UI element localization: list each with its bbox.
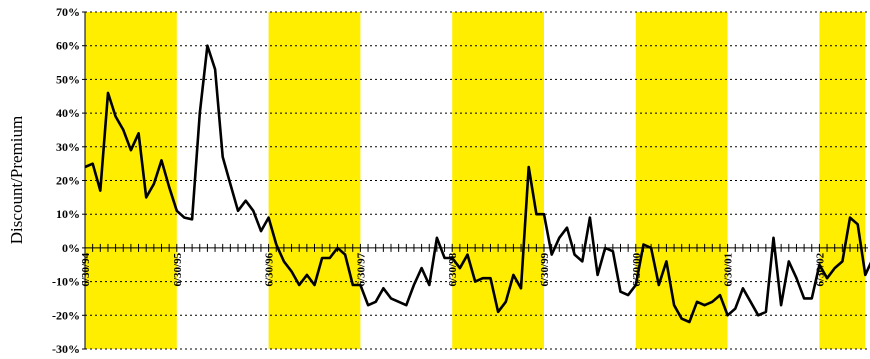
x-tick-label: 6/30/95	[172, 252, 184, 286]
y-tick-label: 30%	[56, 140, 80, 154]
y-tick-label: 60%	[56, 39, 80, 53]
y-tick-label: 50%	[56, 72, 80, 86]
y-tick-label: -20%	[52, 308, 80, 322]
series-line-0	[84, 44, 870, 324]
y-tick-label: 20%	[56, 174, 80, 188]
x-tick-label: 6/30/98	[447, 252, 459, 286]
y-tick-labels: 70% 60% 50% 40% 30% 20% 10% 0% -10% -20% -30%	[52, 5, 80, 356]
axes	[82, 11, 868, 350]
y-axis-title: Discount/Premium	[7, 116, 26, 244]
y-tick-label: -10%	[52, 275, 80, 289]
y-tick-label: 10%	[56, 207, 80, 221]
y-tick-label: 70%	[56, 5, 80, 19]
x-tick-label: 6/30/94	[80, 252, 92, 286]
y-tick-label: -30%	[52, 342, 80, 356]
y-tick-label: 0%	[62, 241, 80, 255]
y-tick-label: 40%	[56, 106, 80, 120]
x-tick-label: 6/30/01	[723, 253, 735, 287]
series-lines	[84, 44, 870, 324]
x-tick-label: 6/30/96	[264, 252, 276, 286]
x-tick-label: 6/30/99	[539, 252, 551, 286]
shaded-band-4	[819, 12, 866, 349]
x-tick-label: 6/30/97	[355, 252, 367, 286]
